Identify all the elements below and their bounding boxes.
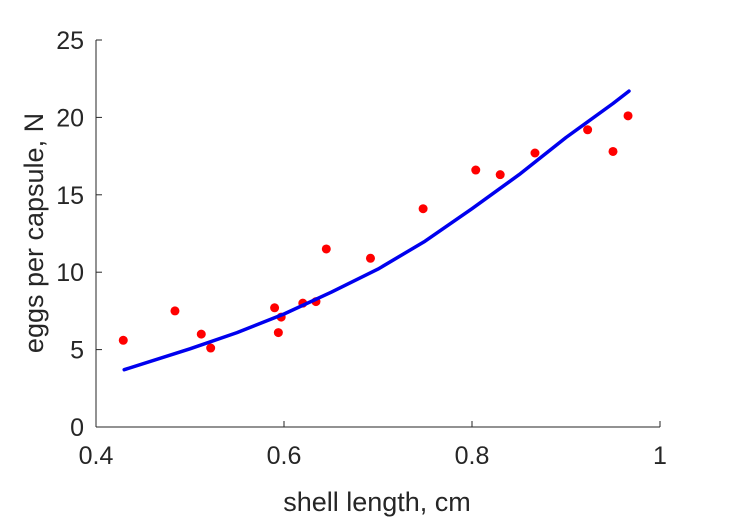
y-tick-label-1: 5 [70,337,84,365]
y-axis-label: eggs per capsule, N [19,113,49,353]
y-tick-label-4: 20 [56,104,84,132]
data-point-3 [206,343,216,353]
y-tick-label-3: 15 [56,182,84,210]
data-point-16 [608,146,618,156]
y-tick-label-0: 0 [70,414,84,442]
data-point-13 [495,170,505,180]
data-point-15 [583,125,593,135]
tick-marks [95,39,661,428]
fit-curve [122,89,631,372]
y-tick-label-2: 10 [56,259,84,287]
x-tick-label-1: 0.6 [267,442,302,470]
x-tick-label-0: 0.4 [79,442,114,470]
data-point-17 [623,111,633,121]
data-point-5 [273,328,283,338]
axes [95,40,660,428]
data-point-10 [365,253,375,263]
data-point-9 [321,244,331,254]
data-point-12 [471,165,481,175]
plot-area [118,89,633,372]
x-axis-label: shell length, cm [283,487,471,517]
data-point-2 [196,329,206,339]
data-point-4 [270,303,280,313]
data-point-1 [170,306,180,316]
data-point-0 [118,335,128,345]
x-tick-label-3: 1 [653,442,667,470]
data-point-14 [530,148,540,158]
data-point-11 [418,204,428,214]
x-tick-label-2: 0.8 [455,442,490,470]
y-tick-label-5: 25 [56,27,84,55]
